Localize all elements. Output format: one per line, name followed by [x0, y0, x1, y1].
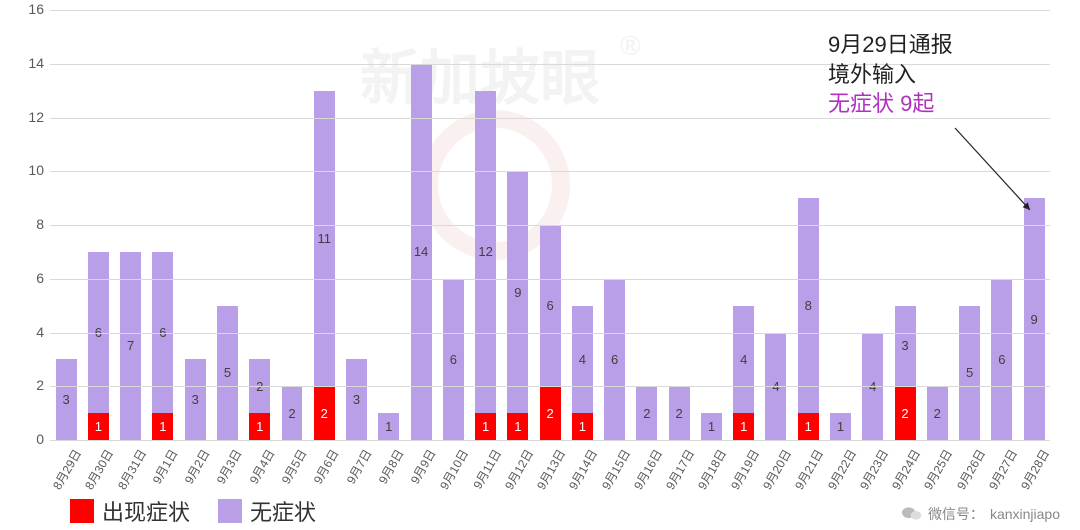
- footer-label: 微信号：: [928, 504, 984, 524]
- legend-swatch-asymptomatic: [218, 499, 242, 523]
- footer-value: kanxinjiapo: [990, 506, 1060, 522]
- legend-swatch-symptomatic: [70, 499, 94, 523]
- legend-item-symptomatic: 出现症状: [70, 495, 190, 527]
- wechat-icon: [902, 506, 922, 522]
- legend-label-symptomatic: 出现症状: [102, 495, 190, 527]
- legend: 出现症状 无症状: [70, 495, 316, 527]
- annotation-arrow: [0, 0, 1080, 530]
- arrow-line: [955, 128, 1030, 210]
- chart-container: 新加坡眼 ® 38月29日168月30日78月31日169月1日39月2日59月…: [0, 0, 1080, 530]
- footer-wechat: 微信号： kanxinjiapo: [902, 504, 1060, 524]
- legend-item-asymptomatic: 无症状: [218, 495, 316, 527]
- legend-label-asymptomatic: 无症状: [250, 495, 316, 527]
